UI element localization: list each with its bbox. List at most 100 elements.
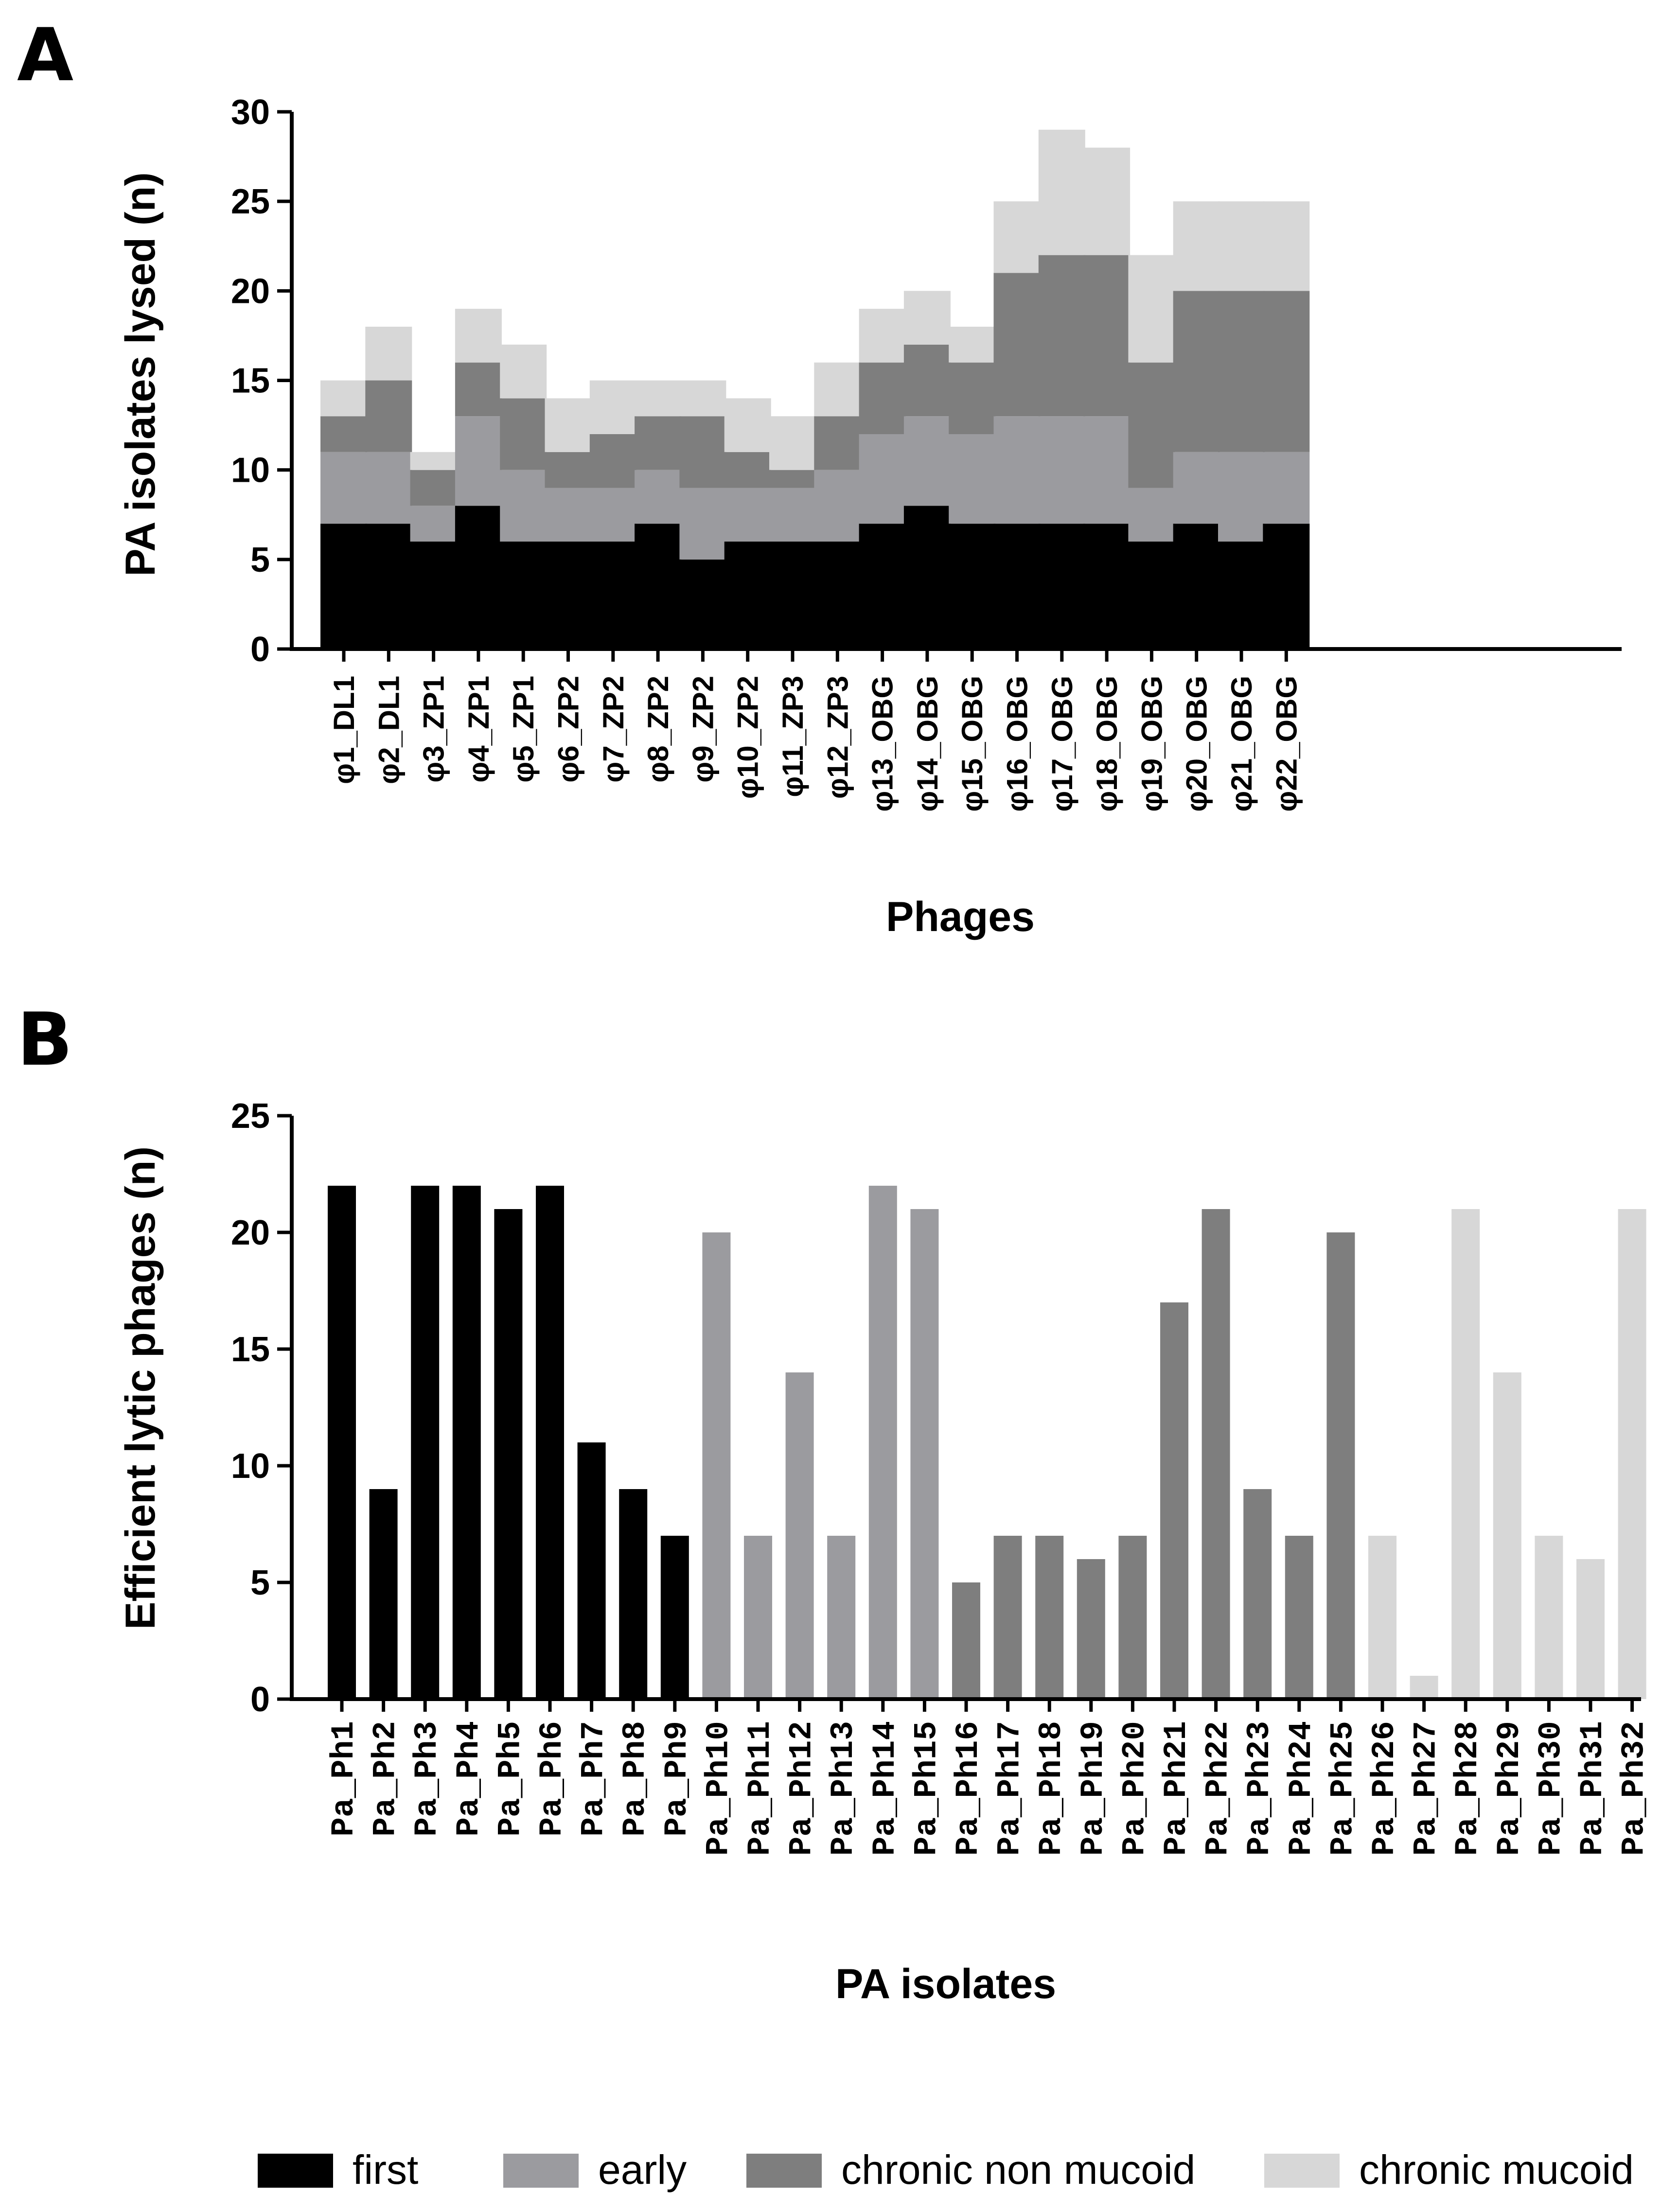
bar-chronic-mucoid-14-obg [903, 291, 951, 345]
bar-chronic-mucoid-16-obg [993, 201, 1041, 273]
bar-chronic-mucoid-6-zp2 [545, 398, 592, 452]
bar-pa-ph29 [1493, 1372, 1521, 1699]
x-tick-label: φ14_OBG [911, 676, 944, 812]
bar-pa-ph1 [328, 1186, 356, 1699]
x-tick-label: Pa_Ph30 [1533, 1721, 1569, 1856]
x-tick-label: Pa_Ph31 [1574, 1721, 1611, 1856]
bar-early-22-obg [1263, 452, 1310, 524]
x-tick-label: φ15_OBG [956, 676, 989, 812]
bar-pa-ph18 [1035, 1536, 1064, 1699]
legend-swatch-early [503, 2154, 579, 2188]
bar-early-14-obg [903, 416, 951, 506]
bar-pa-ph9 [660, 1536, 689, 1699]
bar-chronic-non-mucoid-15-obg [949, 362, 996, 434]
y-tick-label: 20 [231, 272, 270, 311]
bar-first-14-obg [903, 506, 951, 649]
y-tick-label: 0 [250, 1680, 270, 1719]
bar-chronic-non-mucoid-14-obg [903, 344, 951, 417]
panel-b-x-axis-title: PA isolates [835, 1961, 1056, 2007]
bar-chronic-mucoid-7-zp2 [589, 380, 636, 434]
bar-chronic-non-mucoid-2-dl1 [365, 380, 412, 452]
x-tick-label: Pa_Ph29 [1491, 1721, 1528, 1856]
bar-early-3-zp1 [410, 506, 457, 542]
x-tick-label: Pa_Ph12 [784, 1721, 820, 1856]
bar-chronic-non-mucoid-1-dl1 [320, 416, 367, 452]
legend-label-first: first [353, 2147, 418, 2193]
bar-pa-ph12 [785, 1372, 814, 1699]
bar-first-22-obg [1263, 524, 1310, 649]
bar-first-10-zp2 [724, 542, 771, 649]
panel-b-bars [328, 1186, 1646, 1699]
y-tick-label: 15 [231, 362, 270, 401]
bar-pa-ph2 [369, 1489, 398, 1699]
bar-pa-ph10 [702, 1232, 731, 1699]
panel-a-bars [320, 129, 1310, 649]
bar-first-17-obg [1038, 524, 1085, 649]
bar-early-10-zp2 [724, 488, 771, 542]
bar-chronic-non-mucoid-8-zp2 [635, 416, 682, 470]
x-tick-label: Pa_Ph14 [867, 1721, 903, 1856]
bar-first-18-obg [1083, 524, 1131, 649]
bar-early-17-obg [1038, 416, 1085, 524]
bar-chronic-mucoid-10-zp2 [724, 398, 771, 452]
bar-early-8-zp2 [635, 470, 682, 524]
bar-pa-ph20 [1118, 1536, 1147, 1699]
x-tick-label: φ22_OBG [1270, 676, 1303, 812]
x-tick-label: Pa_Ph3 [409, 1721, 445, 1837]
x-tick-label: φ10_ZP2 [732, 676, 764, 799]
y-tick-label: 10 [231, 1447, 270, 1486]
x-tick-label: Pa_Ph25 [1325, 1721, 1361, 1856]
x-tick-label: φ8_ZP2 [642, 676, 674, 783]
bar-chronic-non-mucoid-13-obg [859, 362, 906, 434]
legend-label-chronic-non-mucoid: chronic non mucoid [841, 2147, 1195, 2193]
panel-a-y-axis-title: PA isolates lysed (n) [117, 172, 164, 577]
bar-chronic-mucoid-21-obg [1218, 201, 1265, 291]
x-tick-label: Pa_Ph32 [1616, 1721, 1653, 1856]
bar-pa-ph23 [1243, 1489, 1272, 1699]
bar-chronic-non-mucoid-11-zp3 [769, 470, 816, 488]
bar-first-5-zp1 [500, 542, 547, 649]
bar-pa-ph21 [1160, 1302, 1188, 1699]
panel-b-x-ticks: Pa_Ph1 Pa_Ph2 Pa_Ph3 Pa_Ph4 Pa_Ph5 Pa_Ph6 Pa_P… [326, 1699, 1653, 1856]
bar-chronic-non-mucoid-16-obg [993, 273, 1041, 417]
bar-early-18-obg [1083, 416, 1131, 524]
bar-first-12-zp3 [814, 542, 861, 649]
legend-swatch-chronic-non-mucoid [746, 2154, 822, 2188]
bar-early-21-obg [1218, 452, 1265, 542]
x-tick-label: Pa_Ph5 [492, 1721, 529, 1837]
bar-chronic-non-mucoid-12-zp3 [814, 416, 861, 470]
bar-chronic-mucoid-9-zp2 [679, 380, 726, 417]
x-tick-label: φ6_ZP2 [552, 676, 585, 783]
bar-first-1-dl1 [320, 524, 367, 649]
x-tick-label: φ7_ZP2 [597, 676, 630, 783]
bar-first-3-zp1 [410, 542, 457, 649]
panel-b-letter: B [17, 998, 72, 1082]
bar-pa-ph14 [868, 1186, 897, 1699]
x-tick-label: Pa_Ph20 [1116, 1721, 1153, 1856]
bar-pa-ph26 [1368, 1536, 1396, 1699]
x-tick-label: φ18_OBG [1091, 676, 1123, 812]
bar-first-8-zp2 [635, 524, 682, 649]
bar-pa-ph3 [411, 1186, 440, 1699]
bar-early-4-zp1 [455, 416, 502, 506]
bar-pa-ph16 [952, 1582, 980, 1699]
bar-chronic-mucoid-5-zp1 [500, 344, 547, 399]
bar-chronic-mucoid-20-obg [1173, 201, 1220, 291]
bar-pa-ph27 [1410, 1676, 1438, 1699]
bar-chronic-mucoid-13-obg [859, 309, 906, 363]
bar-pa-ph28 [1451, 1209, 1480, 1699]
bar-pa-ph24 [1285, 1536, 1313, 1699]
bar-first-6-zp2 [545, 542, 592, 649]
x-tick-label: φ16_OBG [1001, 676, 1034, 812]
bar-chronic-non-mucoid-7-zp2 [589, 434, 636, 488]
x-tick-label: Pa_Ph1 [326, 1721, 362, 1837]
panel-a-x-axis-title: Phages [886, 894, 1035, 940]
x-tick-label: Pa_Ph4 [451, 1721, 487, 1837]
bar-pa-ph8 [619, 1489, 648, 1699]
bar-early-11-zp3 [769, 488, 816, 542]
x-tick-label: φ19_OBG [1135, 676, 1168, 812]
bar-chronic-mucoid-1-dl1 [320, 380, 367, 417]
